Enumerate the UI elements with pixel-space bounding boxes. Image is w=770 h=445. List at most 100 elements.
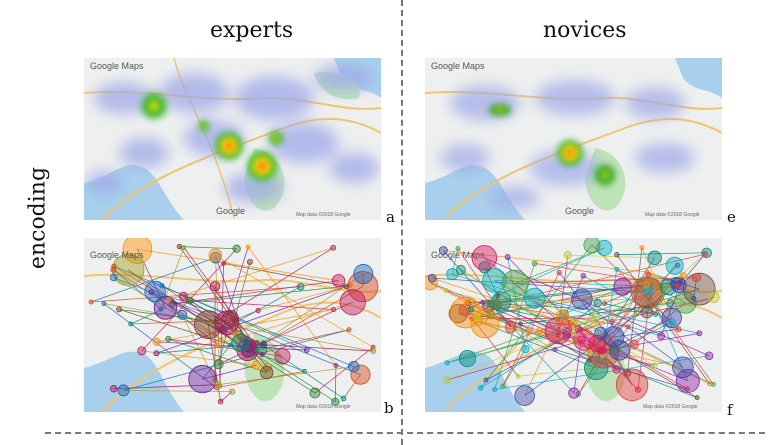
saccade-line [467, 288, 700, 359]
fixation-circle [153, 296, 178, 320]
scanpath-layer [425, 238, 720, 406]
saccade-line [484, 266, 655, 366]
fixation-circle [165, 335, 172, 343]
fixation-circle [473, 314, 481, 322]
fixation-circle [296, 282, 305, 291]
fixation-circle [166, 297, 172, 302]
fixation-circle [587, 358, 592, 363]
fixation-circle [504, 321, 517, 334]
saccade-line [208, 324, 316, 394]
saccade-line [113, 269, 162, 310]
fixation-circle [178, 291, 189, 301]
fixation-circle [214, 381, 222, 389]
saccade-line [90, 286, 301, 303]
fixation-circle [674, 283, 680, 289]
saccade-line [168, 299, 264, 346]
saccade-line [490, 289, 648, 315]
fixation-circle [567, 319, 579, 331]
map-attribution: Map data ©2018 Google [643, 404, 698, 410]
saccade-line [451, 248, 459, 275]
fixation-circle [255, 307, 261, 313]
fixation-circle [708, 291, 720, 304]
fixation-circle [495, 293, 501, 299]
fixation-circle [675, 262, 681, 268]
fixation-circle [536, 327, 543, 334]
saccade-line [655, 297, 715, 315]
saccade-line [563, 313, 714, 385]
saccade-line [458, 313, 597, 369]
saccade-line [470, 309, 478, 318]
saccade-line [482, 247, 605, 303]
saccade-line [168, 338, 267, 373]
saccade-line [222, 286, 301, 331]
fixation-circle [691, 296, 697, 302]
fixation-circle [260, 341, 268, 349]
fixation-circle [660, 278, 677, 296]
fixation-circle [274, 348, 291, 365]
fixation-circle [668, 318, 676, 326]
fixation-circle [482, 268, 507, 293]
fixation-circle [221, 261, 227, 266]
encoding-label: encoding [25, 166, 51, 270]
saccade-line [172, 280, 339, 305]
fixation-circle [577, 335, 586, 344]
saccade-line [693, 277, 697, 299]
fixation-circle [260, 365, 274, 380]
fixation-circle [176, 243, 183, 250]
saccade-line [168, 338, 283, 357]
fixation-circle [556, 269, 562, 276]
fixation-circle [116, 306, 122, 313]
saccade-line [471, 317, 595, 320]
saccade-line [141, 248, 237, 352]
saccade-line [443, 250, 647, 273]
fixation-circle [634, 386, 642, 393]
scanpath-layer [88, 238, 379, 406]
saccade-line [263, 286, 363, 344]
vertical-divider [401, 0, 403, 445]
saccade-line [627, 326, 684, 368]
fixation-circle [231, 333, 250, 353]
fixation-circle [246, 258, 253, 265]
fixation-circle [612, 365, 621, 374]
fixation-circle [446, 268, 459, 281]
fixation-circle [694, 395, 700, 401]
saccade-line [507, 256, 526, 350]
fixation-circle [442, 376, 451, 385]
saccade-line [494, 280, 660, 287]
saccade-line [612, 297, 715, 322]
fixation-circle [586, 349, 593, 356]
fixation-circle [492, 386, 498, 392]
fixation-circle [570, 331, 576, 336]
fixation-circle [348, 360, 360, 373]
saccade-line [577, 328, 639, 390]
map-heatmap-experts [84, 58, 381, 220]
fixation-circle [168, 300, 176, 308]
fixation-circle [339, 289, 366, 316]
fixation-circle [614, 252, 620, 258]
saccade-line [578, 265, 675, 395]
fixation-circle [602, 301, 607, 306]
saccade-line [168, 247, 334, 300]
google-maps-logo: Google Maps [90, 250, 144, 260]
fixation-circle [232, 244, 241, 253]
map-heatmap-novices [425, 58, 722, 220]
fixation-circle [303, 347, 310, 353]
fixation-circle [188, 365, 217, 394]
saccade-line [202, 364, 257, 380]
saccade-line [183, 247, 263, 355]
scanpath-experts [84, 238, 381, 412]
fixation-circle [707, 381, 713, 387]
fixation-circle [647, 250, 662, 266]
fixation-circle [596, 239, 613, 256]
panel-a-heatmap: Google Maps Google Map data ©2018 Google [84, 58, 381, 220]
fixation-circle [144, 280, 166, 303]
saccade-line [202, 344, 231, 380]
saccade-line [464, 301, 483, 311]
saccade-line [226, 322, 268, 368]
fixation-circle [701, 247, 712, 258]
saccade-line [613, 321, 673, 352]
fixation-circle [665, 256, 684, 275]
google-maps-logo: Google Maps [431, 61, 485, 71]
saccade-line [189, 300, 334, 310]
saccade-line [334, 365, 337, 402]
